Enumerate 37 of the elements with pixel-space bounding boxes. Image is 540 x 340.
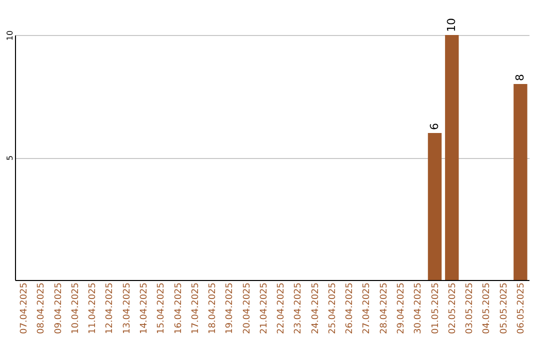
y-tick-label: 5 <box>6 155 14 161</box>
bar <box>514 84 528 280</box>
x-tick-label: 23.04.2025 <box>294 282 304 334</box>
bar <box>445 35 459 280</box>
data-label: 6 <box>428 123 441 130</box>
x-tick-label: 18.04.2025 <box>208 282 218 334</box>
x-tick-label: 29.04.2025 <box>396 282 406 334</box>
x-tick-label: 20.04.2025 <box>242 282 252 334</box>
data-label: 10 <box>444 18 458 32</box>
x-tick-label: 30.04.2025 <box>414 282 424 334</box>
x-tick-label: 16.04.2025 <box>174 282 184 334</box>
x-tick-label: 08.04.2025 <box>36 282 47 334</box>
x-tick-label: 15.04.2025 <box>156 282 167 334</box>
data-label: 8 <box>513 74 526 81</box>
x-tick-label: 22.04.2025 <box>276 282 287 334</box>
x-tick-label: 04.05.2025 <box>482 282 492 334</box>
x-tick-label: 25.04.2025 <box>328 282 338 334</box>
x-tick-label: 12.04.2025 <box>105 282 116 334</box>
x-tick-label: 06.05.2025 <box>516 282 526 334</box>
x-tick-label: 24.04.2025 <box>310 282 321 334</box>
x-tick-label: 28.04.2025 <box>379 282 390 334</box>
x-tick-label: 21.04.2025 <box>259 282 270 334</box>
x-tick-label: 17.04.2025 <box>190 282 201 334</box>
x-tick-label: 09.04.2025 <box>54 282 64 334</box>
x-tick-label: 03.05.2025 <box>465 282 476 334</box>
x-tick-label: 14.04.2025 <box>140 282 150 334</box>
x-tick-label: 05.05.2025 <box>499 282 510 334</box>
x-tick-label: 19.04.2025 <box>225 282 236 334</box>
x-tick-label: 07.04.2025 <box>20 282 30 334</box>
x-tick-label: 11.04.2025 <box>88 282 98 334</box>
x-tick-label: 27.04.2025 <box>362 282 372 334</box>
x-tick-label: 02.05.2025 <box>448 282 458 334</box>
x-tick-label: 26.04.2025 <box>345 282 356 334</box>
x-tick-label: 01.05.2025 <box>430 282 441 334</box>
x-tick-label: 13.04.2025 <box>122 282 132 334</box>
bar <box>428 133 442 280</box>
x-tick-label: 10.04.2025 <box>70 282 81 334</box>
